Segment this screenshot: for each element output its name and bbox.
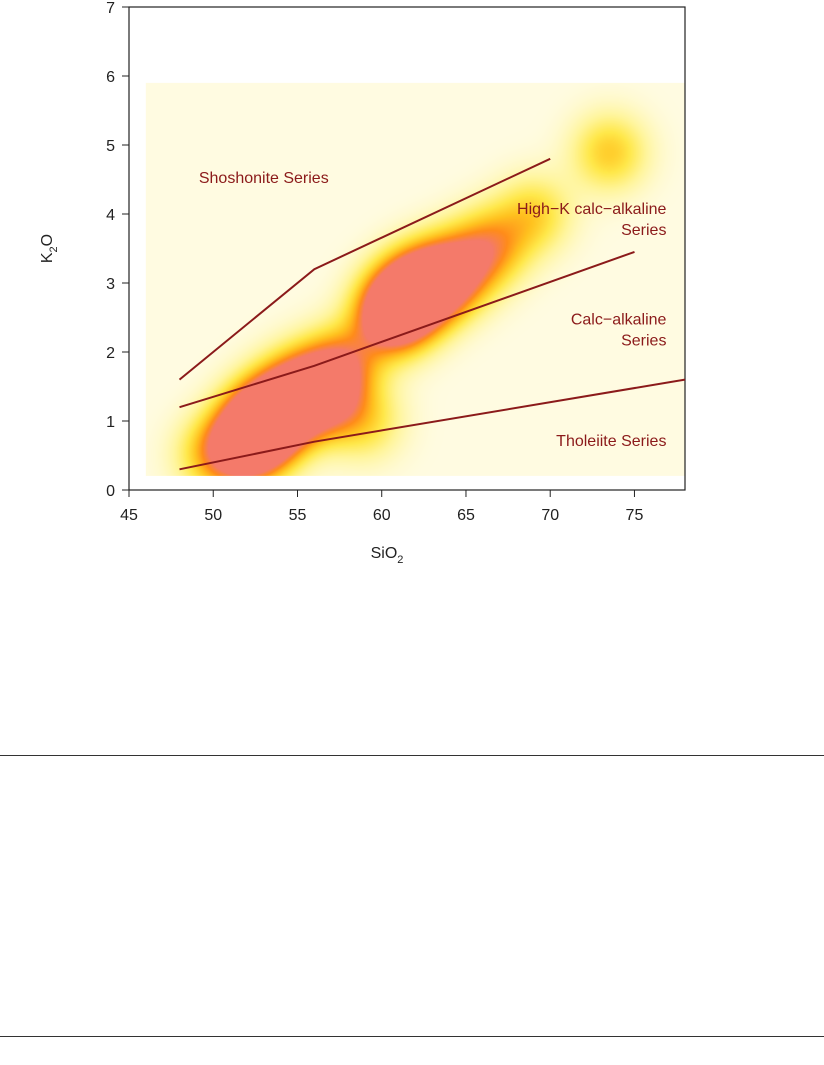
x-tick-label: 65 — [457, 507, 475, 524]
x-axis-title: SiO2 — [371, 545, 404, 566]
region-label-1: Shoshonite Series — [199, 170, 329, 187]
region-label-4: Tholeiite Series — [556, 433, 666, 450]
region-label-3: Calc−alkaline Series — [571, 311, 667, 349]
y-tick-label: 6 — [106, 69, 115, 86]
x-tick-label: 55 — [289, 507, 307, 524]
density-background — [145, 82, 685, 476]
x-tick-label: 70 — [541, 507, 559, 524]
x-tick-label: 50 — [204, 507, 222, 524]
y-axis-title: K2O — [39, 234, 60, 263]
boundary-lines — [178, 157, 686, 471]
y-tick-label: 5 — [106, 138, 115, 155]
boundary-line-1 — [178, 157, 551, 381]
divider-line-top — [0, 755, 824, 756]
y-tick-label: 4 — [106, 207, 115, 224]
y-tick-label: 0 — [106, 483, 115, 500]
y-tick-label: 1 — [106, 414, 115, 431]
y-tick-label: 3 — [106, 276, 115, 293]
y-tick-label: 2 — [106, 345, 115, 362]
plot-area-frame — [128, 6, 686, 491]
y-axis: 0 1 2 3 4 5 6 7 — [106, 0, 129, 500]
region-labels: Shoshonite Series High−K calc−alkaline Ser… — [199, 170, 667, 450]
x-tick-label: 45 — [120, 507, 138, 524]
boundary-line-3 — [179, 378, 686, 471]
x-tick-label: 60 — [373, 507, 391, 524]
boundary-line-2 — [179, 250, 635, 409]
density-heatmap — [145, 82, 685, 476]
x-axis: 45 50 55 60 65 70 75 — [120, 490, 643, 524]
region-label-2: High−K calc−alkaline Series — [517, 201, 667, 239]
x-tick-label: 75 — [626, 507, 644, 524]
y-tick-label: 7 — [106, 0, 115, 17]
divider-line-bottom — [0, 1036, 824, 1037]
